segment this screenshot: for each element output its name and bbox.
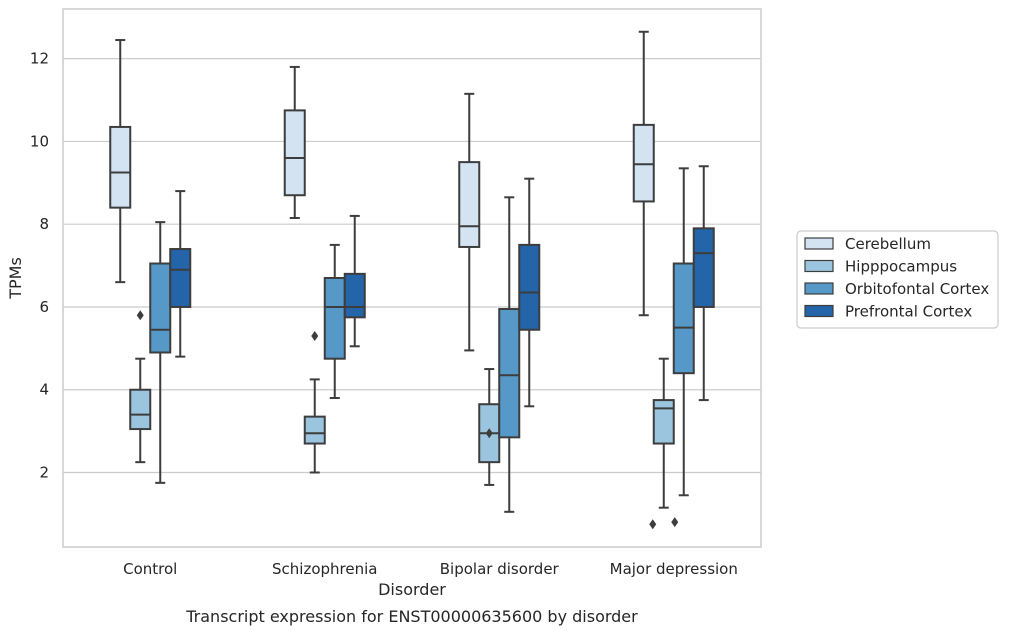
- box-iqr: [169, 248, 192, 308]
- x-tick-label: Major depression: [610, 560, 738, 578]
- legend-item: Prefrontal Cortex: [804, 303, 972, 321]
- box-group: [129, 310, 152, 464]
- box-group: [649, 357, 679, 530]
- box-iqr: [458, 161, 481, 248]
- box-group: [498, 196, 521, 513]
- chart-caption: Transcript expression for ENST0000063560…: [185, 607, 638, 626]
- box-iqr: [672, 262, 695, 375]
- box-iqr: [109, 125, 132, 209]
- box-group: [169, 190, 192, 358]
- legend-swatch: [804, 282, 834, 295]
- box-iqr: [652, 399, 675, 445]
- box-group: [323, 243, 346, 400]
- y-tick-label: 8: [39, 215, 49, 233]
- x-axis-label: Disorder: [378, 580, 446, 599]
- y-tick-label: 4: [39, 381, 49, 399]
- legend-item: Cerebellum: [804, 235, 931, 253]
- box-group: [458, 92, 481, 352]
- box-group: [109, 39, 132, 284]
- outlier-point: [136, 310, 144, 321]
- outlier-point: [485, 428, 493, 439]
- y-tick-label: 2: [39, 464, 49, 482]
- box-iqr: [149, 262, 172, 354]
- box-group: [149, 221, 172, 484]
- legend: Cerebellum Hipppocampus Orbitofontal Corte…: [796, 230, 999, 329]
- legend-item: Orbitofontal Cortex: [804, 280, 989, 298]
- legend-swatch: [804, 237, 834, 250]
- legend-swatch: [804, 304, 834, 318]
- box-series: [109, 30, 715, 530]
- box-group: [692, 165, 715, 402]
- box-iqr: [632, 123, 655, 203]
- outlier-point: [671, 517, 679, 528]
- box-iqr: [129, 388, 152, 431]
- legend-label: Cerebellum: [845, 235, 931, 253]
- x-tick-label: Schizophrenia: [272, 560, 377, 578]
- box-group: [343, 214, 366, 348]
- box-group: [478, 368, 501, 486]
- box-group: [672, 167, 695, 497]
- legend-label: Orbitofontal Cortex: [845, 280, 989, 298]
- x-tick-label: Control: [123, 560, 177, 578]
- box-group: [518, 177, 541, 408]
- box-group: [632, 30, 655, 317]
- box-group: [283, 65, 306, 219]
- plot-area-frame: [62, 8, 762, 548]
- box-iqr: [343, 272, 366, 319]
- legend-swatch: [804, 259, 834, 273]
- y-tick-label: 6: [39, 298, 49, 316]
- y-tick-labels: 2 4 6 8 10 12: [30, 50, 49, 482]
- box-group: [303, 330, 326, 474]
- x-tick-labels: Control Schizophrenia Bipolar disorder Majo…: [123, 560, 738, 578]
- outlier-point: [311, 330, 319, 341]
- y-tick-label: 12: [30, 50, 49, 68]
- y-tick-label: 10: [30, 132, 49, 150]
- legend-item: Hipppocampus: [804, 258, 957, 276]
- legend-label: Prefrontal Cortex: [845, 303, 972, 321]
- box-iqr: [303, 415, 326, 445]
- y-axis-label: TPMs: [6, 257, 25, 300]
- legend-frame: [796, 230, 999, 329]
- box-iqr: [498, 308, 521, 439]
- legend-label: Hipppocampus: [845, 258, 957, 276]
- x-tick-label: Bipolar disorder: [440, 560, 560, 578]
- box-iqr: [323, 277, 346, 360]
- box-iqr: [283, 109, 306, 197]
- box-iqr: [518, 243, 541, 331]
- box-iqr: [692, 227, 715, 308]
- outlier-point: [649, 519, 657, 530]
